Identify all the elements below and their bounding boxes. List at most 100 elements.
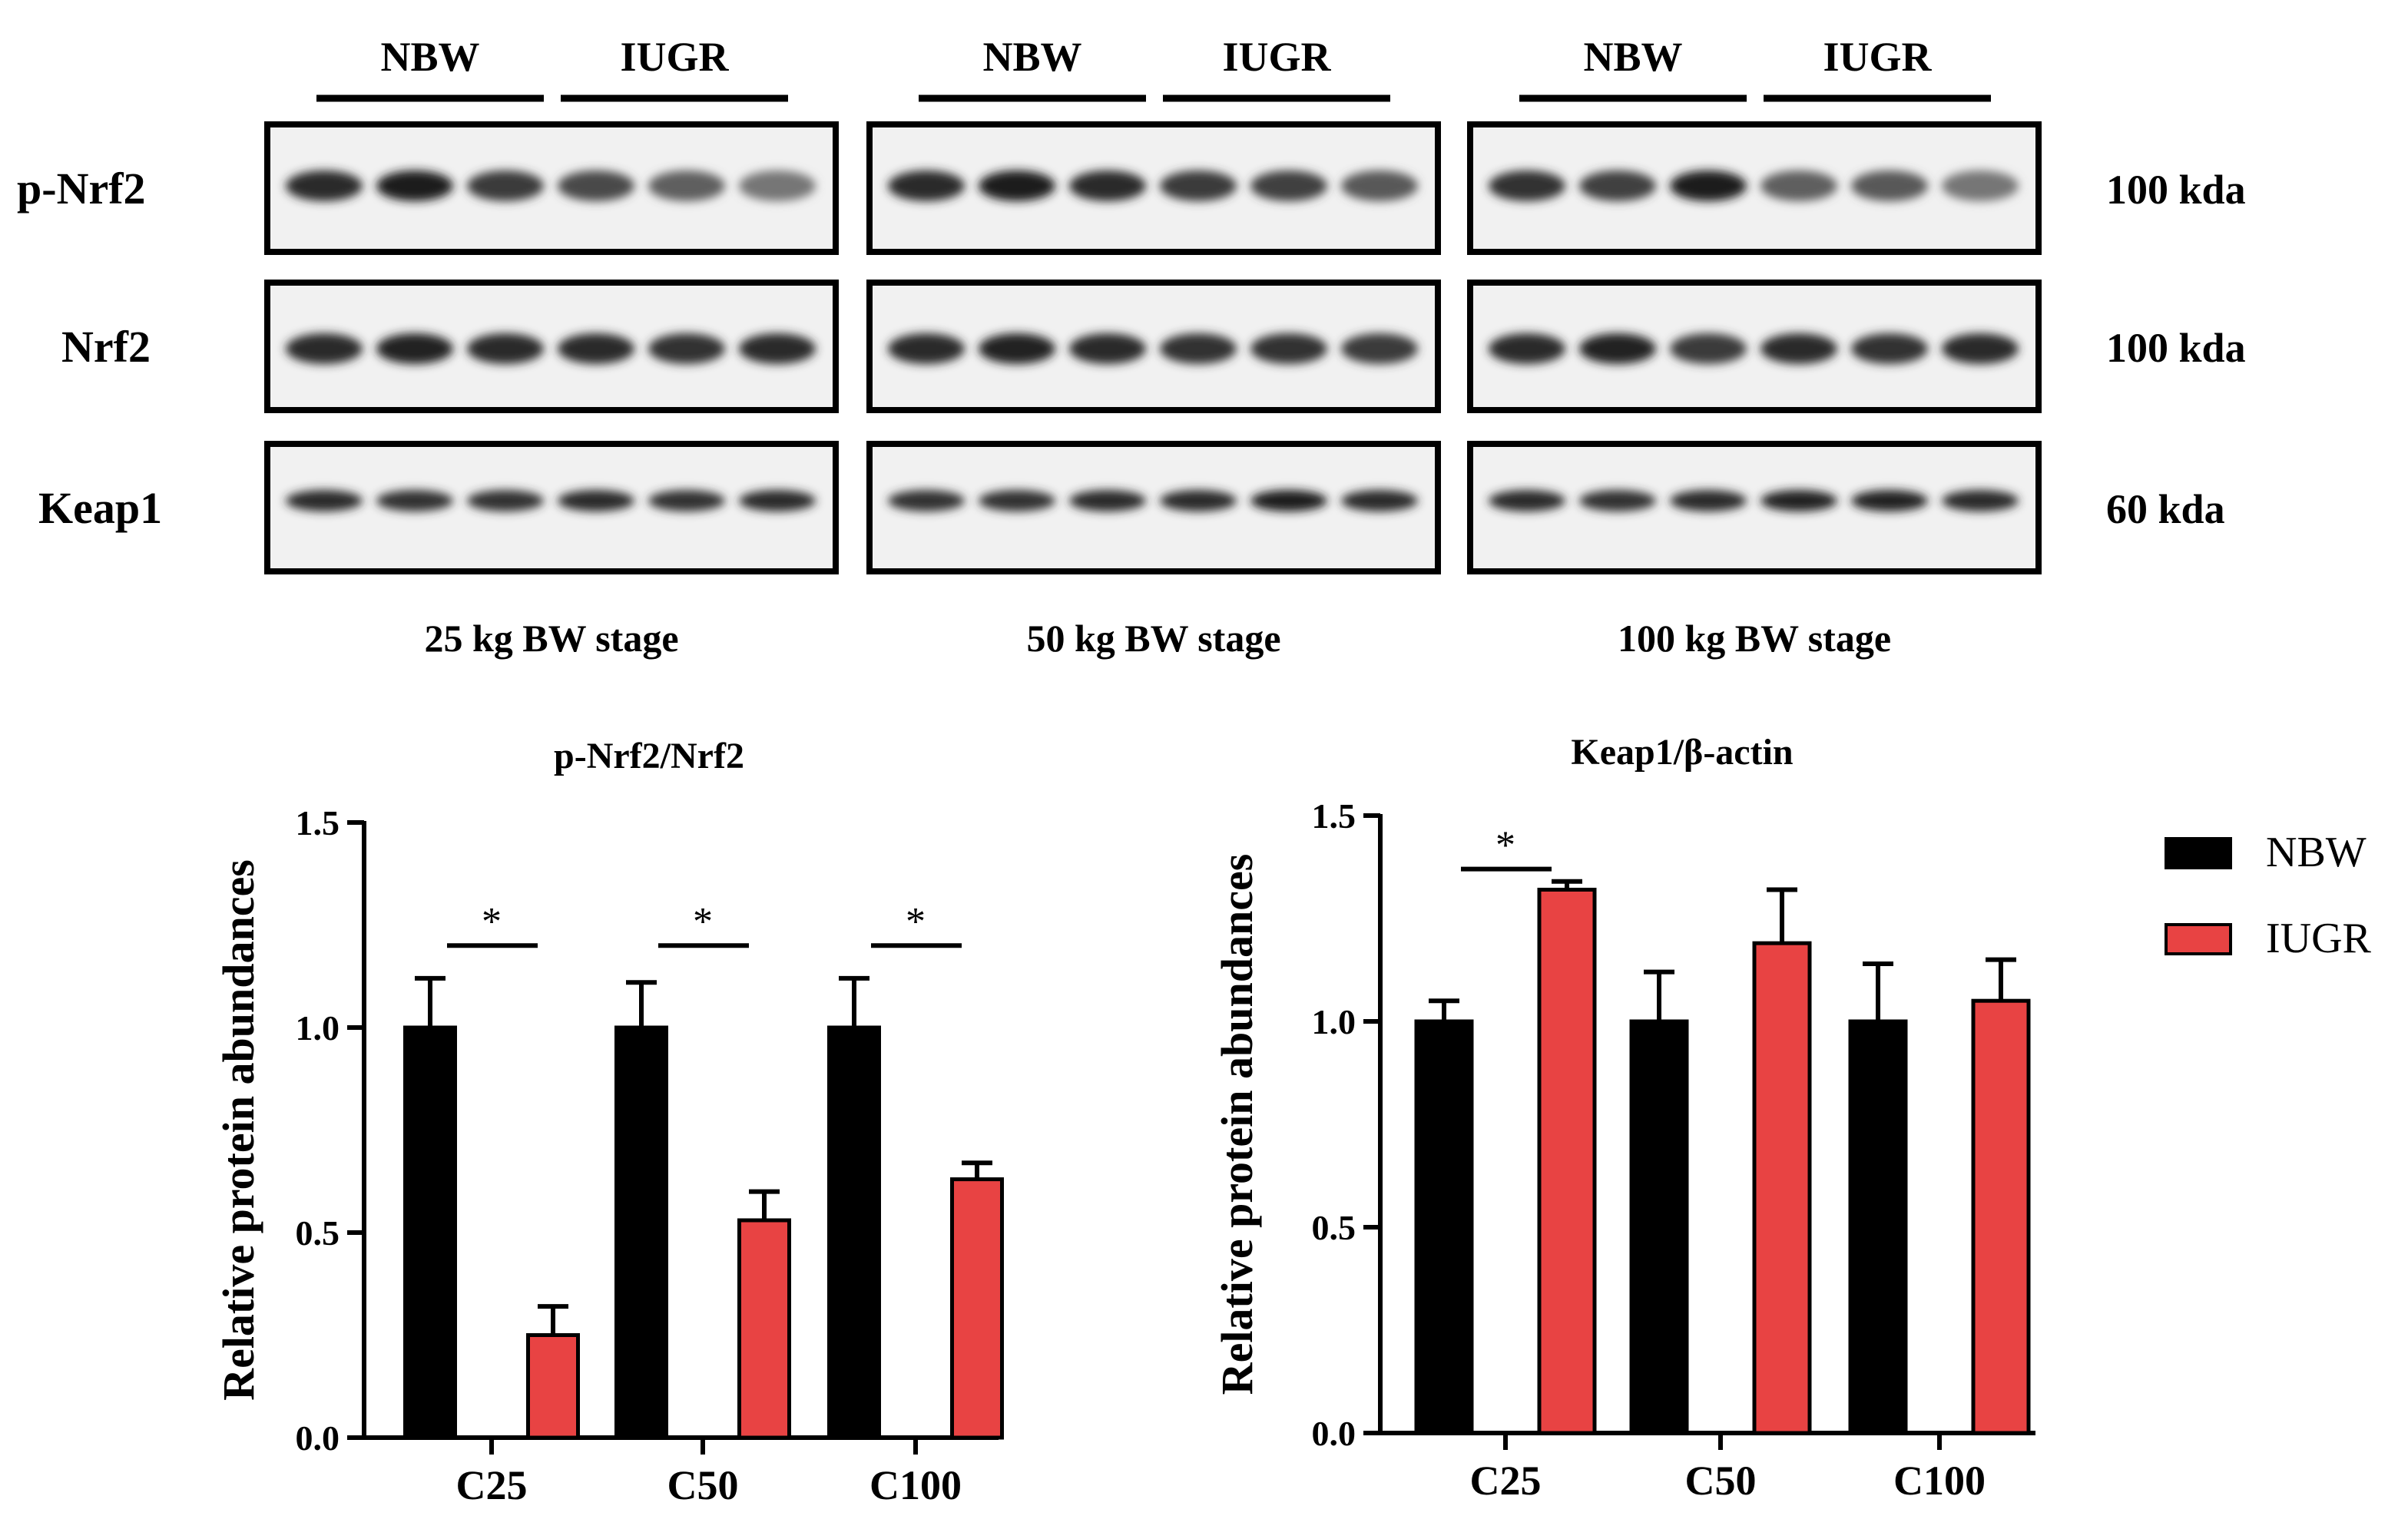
significance-star: * bbox=[1495, 824, 1515, 868]
blot-band bbox=[376, 490, 453, 511]
bar-iugr bbox=[1752, 941, 1812, 1435]
legend-swatch bbox=[2165, 837, 2232, 869]
blot-band bbox=[1069, 170, 1146, 201]
chart-title: Keap1/β-actin bbox=[1571, 732, 1793, 773]
blot-band bbox=[1489, 333, 1565, 364]
blot-band bbox=[558, 170, 634, 201]
blot-band bbox=[979, 333, 1055, 364]
blot-panel bbox=[866, 280, 1441, 413]
blot-band bbox=[739, 490, 816, 511]
blot-band bbox=[1851, 333, 1928, 364]
legend-label: NBW bbox=[2266, 829, 2367, 876]
blot-band bbox=[1160, 490, 1237, 511]
blot-frame bbox=[1467, 441, 2042, 574]
y-tick-label: 0.0 bbox=[1312, 1414, 1356, 1453]
bar-iugr bbox=[737, 1218, 791, 1440]
chart: p-Nrf2/Nrf2 Relative protein abundances 0.… bbox=[214, 736, 1004, 1508]
blot-band bbox=[979, 170, 1055, 201]
bar-nbw bbox=[827, 1025, 881, 1440]
blot-band bbox=[1341, 170, 1418, 201]
y-tick-label: 1.0 bbox=[1312, 1002, 1356, 1041]
y-tick-label: 0.5 bbox=[1312, 1208, 1356, 1247]
blot-group-label: NBW bbox=[982, 34, 1081, 80]
blot-size-label: 60 kda bbox=[2106, 486, 2225, 532]
significance-star: * bbox=[906, 900, 926, 944]
bar-nbw bbox=[614, 1025, 668, 1440]
blot-band bbox=[1579, 170, 1656, 201]
blot-band bbox=[1341, 490, 1418, 511]
chart-title: p-Nrf2/Nrf2 bbox=[554, 736, 744, 776]
blot-band bbox=[1069, 333, 1146, 364]
blot-panel bbox=[1467, 441, 2042, 574]
blot-band bbox=[286, 490, 363, 511]
x-tick-label: C25 bbox=[456, 1462, 528, 1508]
blot-band bbox=[1851, 490, 1928, 511]
blot-protein-label: Nrf2 bbox=[61, 322, 151, 372]
blot-protein-label: p-Nrf2 bbox=[17, 164, 146, 213]
blot-band bbox=[1250, 333, 1327, 364]
legend-swatch bbox=[2165, 923, 2232, 955]
blot-band bbox=[1489, 170, 1565, 201]
blot-band bbox=[1670, 490, 1747, 511]
blot-band bbox=[648, 490, 725, 511]
legend: NBW IUGR bbox=[2165, 829, 2372, 962]
blot-frame bbox=[264, 441, 839, 574]
blot-band bbox=[1760, 170, 1837, 201]
blot-band bbox=[888, 170, 965, 201]
bar-nbw bbox=[1848, 1019, 1908, 1435]
blot-group-label: IUGR bbox=[1222, 34, 1331, 80]
blot-band bbox=[1579, 333, 1656, 364]
bar-iugr bbox=[526, 1333, 580, 1440]
blot-panel bbox=[1467, 121, 2042, 255]
x-tick-label: C100 bbox=[869, 1462, 962, 1508]
blot-band bbox=[1250, 490, 1327, 511]
blot-band bbox=[376, 170, 453, 201]
blot-band bbox=[1670, 170, 1747, 201]
x-tick-label: C25 bbox=[1470, 1458, 1542, 1504]
blot-band bbox=[648, 333, 725, 364]
blot-band bbox=[1942, 170, 2019, 201]
blot-size-label: 100 kda bbox=[2106, 167, 2246, 213]
y-axis-label: Relative protein abundances bbox=[214, 859, 263, 1401]
blot-band bbox=[467, 490, 544, 511]
blot-band bbox=[1489, 490, 1565, 511]
x-tick-label: C50 bbox=[667, 1462, 739, 1508]
bar-iugr bbox=[1537, 887, 1597, 1435]
blot-band bbox=[1160, 333, 1237, 364]
blot-group-label: IUGR bbox=[620, 34, 729, 80]
blot-panel bbox=[264, 441, 839, 574]
blot-band bbox=[1760, 333, 1837, 364]
blot-stage-label: 50 kg BW stage bbox=[1026, 617, 1280, 660]
y-tick-label: 1.5 bbox=[296, 803, 340, 842]
blot-band bbox=[558, 333, 634, 364]
blot-band bbox=[1760, 490, 1837, 511]
blot-band bbox=[467, 170, 544, 201]
blot-group-label: NBW bbox=[380, 34, 479, 80]
blot-size-label: 100 kda bbox=[2106, 325, 2246, 371]
blot-protein-label: Keap1 bbox=[38, 483, 162, 533]
blot-band bbox=[739, 333, 816, 364]
blot-band bbox=[558, 490, 634, 511]
y-tick-label: 1.5 bbox=[1312, 796, 1356, 836]
bar-iugr bbox=[950, 1177, 1004, 1440]
y-tick-label: 0.5 bbox=[296, 1213, 340, 1253]
blot-group-label: IUGR bbox=[1823, 34, 1932, 80]
y-axis-label: Relative protein abundances bbox=[1212, 854, 1262, 1395]
blot-band bbox=[739, 170, 816, 201]
blot-band bbox=[888, 490, 965, 511]
blot-band bbox=[888, 333, 965, 364]
blot-band bbox=[1341, 333, 1418, 364]
blot-panel bbox=[264, 280, 839, 413]
blot-band bbox=[1579, 490, 1656, 511]
y-tick-label: 1.0 bbox=[296, 1008, 340, 1048]
bar-nbw bbox=[403, 1025, 457, 1440]
x-tick-label: C50 bbox=[1685, 1458, 1757, 1504]
bar-nbw bbox=[1629, 1019, 1689, 1435]
blot-stage-label: 100 kg BW stage bbox=[1618, 617, 1891, 660]
blot-band bbox=[286, 333, 363, 364]
y-tick-label: 0.0 bbox=[296, 1418, 340, 1458]
blot-band bbox=[1942, 490, 2019, 511]
blot-band bbox=[286, 170, 363, 201]
western-blot: NBW IUGR 25 kg BW stage NBW IUGR 50 kg BW sta… bbox=[17, 34, 2246, 660]
